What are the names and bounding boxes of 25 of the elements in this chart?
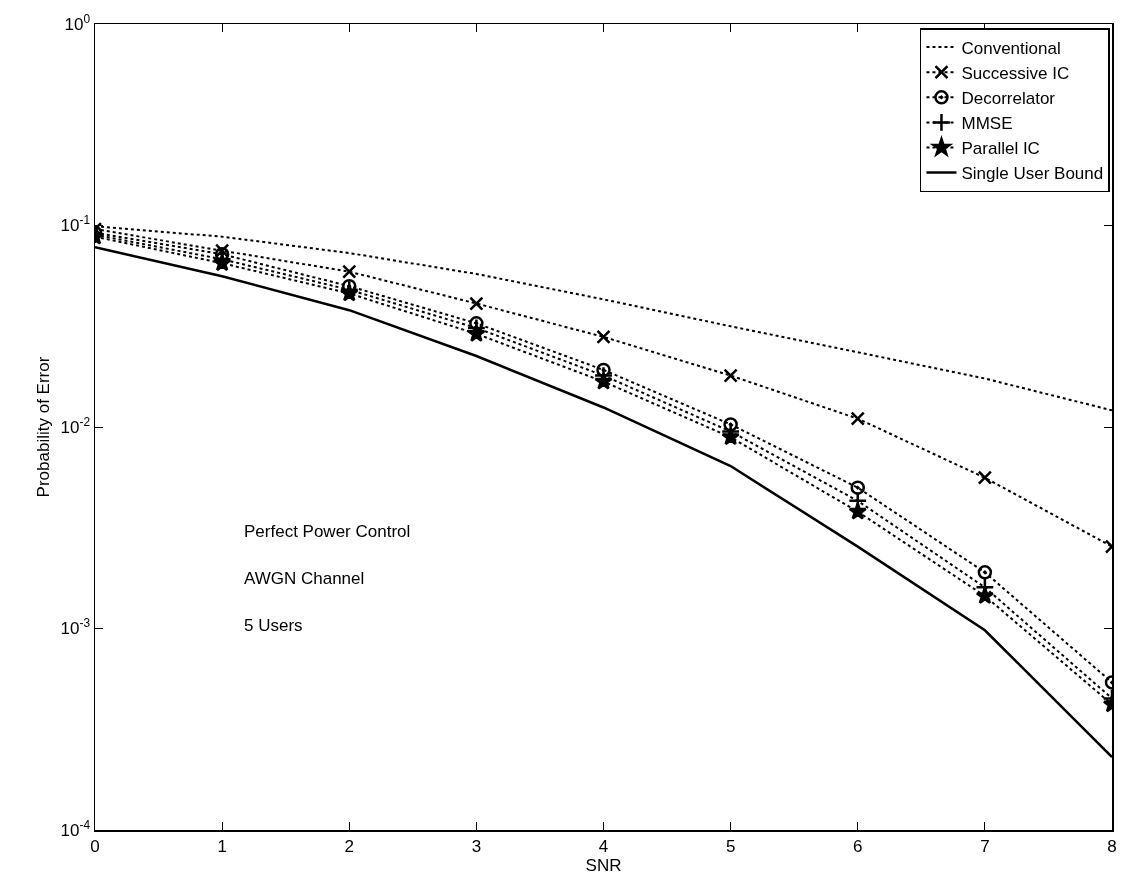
y-axis-title: Probability of Error — [34, 356, 54, 498]
legend-label: Single User Bound — [961, 164, 1104, 184]
y-tick-label: 10$^{0}$ — [64, 11, 91, 34]
legend-label: Successive IC — [961, 63, 1070, 83]
x-tick-label: 7 — [980, 836, 990, 856]
y-tick-label: 10$^{-3}$ — [60, 616, 91, 639]
x-tick-label: 8 — [1107, 836, 1117, 856]
legend-label: Decorrelator — [961, 88, 1056, 108]
x-axis-title: SNR — [585, 856, 622, 876]
annotation: Perfect Power Control — [244, 522, 411, 541]
legend-label: Conventional — [961, 38, 1061, 58]
x-tick-label: 6 — [853, 836, 863, 856]
y-tick-label: 10$^{-1}$ — [60, 213, 91, 236]
x-tick-label: 0 — [90, 836, 100, 856]
x-tick-label: 1 — [217, 836, 227, 856]
y-tick-label: 10$^{-4}$ — [60, 817, 91, 840]
x-tick-label: 5 — [725, 836, 736, 856]
x-tick-label: 3 — [471, 836, 482, 856]
x-tick-label: 2 — [344, 836, 354, 856]
annotation: 5 Users — [244, 616, 303, 635]
legend-label: MMSE — [961, 114, 1013, 134]
x-tick-label: 4 — [598, 836, 609, 856]
legend-label: Parallel IC — [961, 139, 1040, 159]
annotation: AWGN Channel — [244, 569, 365, 588]
y-tick-label: 10$^{-2}$ — [60, 414, 91, 437]
